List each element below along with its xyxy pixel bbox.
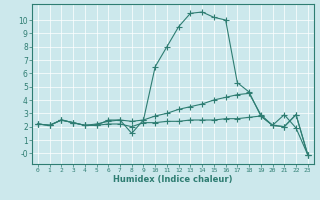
X-axis label: Humidex (Indice chaleur): Humidex (Indice chaleur): [113, 175, 233, 184]
